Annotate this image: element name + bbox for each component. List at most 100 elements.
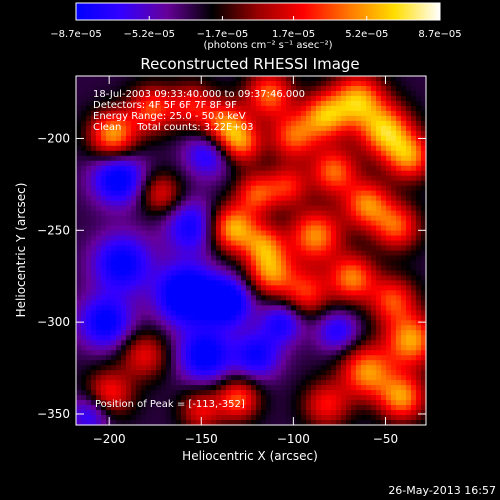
heatmap-cell: [206, 330, 212, 336]
heatmap-cell: [251, 180, 257, 187]
heatmap-cell: [141, 80, 147, 87]
heatmap-cell: [261, 245, 267, 252]
heatmap-cell: [76, 175, 82, 182]
heatmap-cell: [246, 190, 252, 197]
heatmap-cell: [121, 335, 127, 341]
heatmap-cell: [196, 285, 202, 291]
heatmap-cell: [276, 225, 282, 232]
heatmap-cell: [301, 130, 307, 137]
heatmap-cell: [326, 310, 332, 316]
heatmap-cell: [311, 420, 317, 426]
heatmap-cell: [316, 380, 322, 386]
heatmap-cell: [331, 150, 337, 157]
heatmap-cell: [141, 235, 147, 242]
heatmap-cell: [271, 235, 277, 242]
heatmap-cell: [111, 215, 117, 222]
heatmap-cell: [226, 385, 232, 391]
heatmap-cell: [106, 335, 112, 341]
heatmap-cell: [176, 415, 182, 421]
heatmap-cell: [221, 340, 227, 346]
heatmap-cell: [186, 110, 192, 117]
heatmap-cell: [206, 285, 212, 291]
heatmap-cell: [156, 165, 162, 172]
heatmap-cell: [116, 180, 122, 187]
heatmap-cell: [91, 145, 97, 152]
heatmap-cell: [411, 265, 417, 272]
heatmap-cell: [336, 80, 342, 87]
heatmap-cell: [356, 310, 362, 316]
heatmap-cell: [406, 410, 412, 416]
heatmap-cell: [346, 165, 352, 172]
heatmap-cell: [241, 245, 247, 252]
heatmap-cell: [166, 140, 172, 147]
heatmap-cell: [191, 350, 197, 356]
heatmap-cell: [391, 345, 397, 351]
heatmap-cell: [191, 420, 197, 426]
heatmap-cell: [176, 100, 182, 107]
heatmap-cell: [391, 170, 397, 177]
heatmap-cell: [296, 245, 302, 252]
heatmap-cell: [186, 235, 192, 242]
heatmap-cell: [161, 345, 167, 351]
heatmap-cell: [216, 365, 222, 371]
heatmap-cell: [101, 245, 107, 252]
heatmap-cell: [301, 265, 307, 272]
heatmap-cell: [291, 215, 297, 222]
heatmap-cell: [266, 76, 272, 82]
heatmap-cell: [121, 190, 127, 197]
heatmap-cell: [106, 135, 112, 142]
heatmap-cell: [231, 350, 237, 356]
heatmap-cell: [166, 175, 172, 182]
heatmap-cell: [166, 300, 172, 306]
heatmap-cell: [136, 160, 142, 167]
heatmap-cell: [366, 230, 372, 237]
heatmap-cell: [126, 325, 132, 331]
heatmap-cell: [421, 190, 427, 197]
heatmap-cell: [186, 100, 192, 107]
heatmap-cell: [331, 370, 337, 376]
heatmap-cell: [356, 365, 362, 371]
heatmap-cell: [151, 310, 157, 316]
heatmap-cell: [171, 340, 177, 346]
heatmap-cell: [351, 370, 357, 376]
heatmap-cell: [316, 410, 322, 416]
heatmap-cell: [321, 245, 327, 252]
heatmap-cell: [191, 140, 197, 147]
heatmap-cell: [401, 360, 407, 366]
heatmap-cell: [366, 90, 372, 97]
heatmap-cell: [241, 415, 247, 421]
heatmap-cell: [136, 410, 142, 416]
heatmap-cell: [166, 135, 172, 142]
heatmap-cell: [306, 290, 312, 296]
heatmap-cell: [406, 125, 412, 132]
heatmap-cell: [356, 140, 362, 147]
heatmap-cell: [351, 275, 357, 282]
heatmap-cell: [161, 340, 167, 346]
heatmap-cell: [321, 350, 327, 356]
heatmap-cell: [416, 105, 422, 112]
heatmap-cell: [371, 230, 377, 237]
heatmap-cell: [91, 355, 97, 361]
heatmap-cell: [321, 330, 327, 336]
heatmap-cell: [401, 240, 407, 247]
heatmap-cell: [131, 395, 137, 401]
heatmap-cell: [421, 390, 427, 396]
heatmap-cell: [111, 235, 117, 242]
heatmap-cell: [256, 150, 262, 157]
heatmap-cell: [201, 165, 207, 172]
heatmap-cell: [76, 180, 82, 187]
heatmap-cell: [306, 155, 312, 162]
heatmap-cell: [396, 140, 402, 147]
heatmap-cell: [226, 185, 232, 192]
heatmap-cell: [261, 250, 267, 257]
heatmap-cell: [331, 160, 337, 167]
heatmap-cell: [146, 250, 152, 257]
heatmap-cell: [396, 145, 402, 152]
heatmap-cell: [191, 130, 197, 137]
heatmap-cell: [301, 345, 307, 351]
heatmap-cell: [256, 360, 262, 366]
heatmap-cell: [81, 105, 87, 112]
heatmap-cell: [186, 195, 192, 202]
heatmap-cell: [156, 315, 162, 321]
heatmap-cell: [421, 230, 427, 237]
